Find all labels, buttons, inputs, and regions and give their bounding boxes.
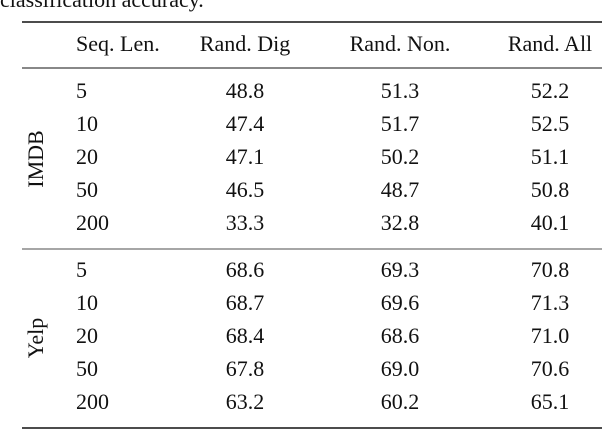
accuracy-cell: 52.2	[531, 78, 570, 103]
seq-len-cell: 20	[76, 323, 98, 348]
accuracy-cell: 33.3	[226, 210, 265, 235]
accuracy-cell: 46.5	[226, 177, 265, 202]
accuracy-cell: 50.2	[381, 144, 420, 169]
seq-len-cell: 5	[76, 257, 87, 282]
accuracy-cell: 68.4	[226, 323, 265, 348]
accuracy-cell: 51.1	[531, 144, 570, 169]
accuracy-cell: 40.1	[531, 210, 570, 235]
accuracy-cell: 50.8	[531, 177, 570, 202]
accuracy-cell: 71.0	[531, 323, 570, 348]
seq-len-cell: 10	[76, 111, 98, 136]
seq-len-cell: 20	[76, 144, 98, 169]
seq-len-cell: 10	[76, 290, 98, 315]
accuracy-cell: 67.8	[226, 356, 265, 381]
seq-len-cell: 50	[76, 356, 98, 381]
accuracy-cell: 70.8	[531, 257, 570, 282]
column-header: Seq. Len.	[76, 31, 160, 56]
accuracy-cell: 48.8	[226, 78, 265, 103]
accuracy-cell: 68.7	[226, 290, 265, 315]
accuracy-cell: 69.6	[381, 290, 420, 315]
seq-len-cell: 200	[76, 389, 109, 414]
accuracy-cell: 68.6	[381, 323, 420, 348]
accuracy-cell: 32.8	[381, 210, 420, 235]
accuracy-cell: 69.0	[381, 356, 420, 381]
accuracy-cell: 70.6	[531, 356, 570, 381]
accuracy-cell: 69.3	[381, 257, 420, 282]
accuracy-cell: 51.7	[381, 111, 420, 136]
accuracy-cell: 52.5	[531, 111, 570, 136]
accuracy-cell: 60.2	[381, 389, 420, 414]
accuracy-cell: 48.7	[381, 177, 420, 202]
accuracy-cell: 47.4	[226, 111, 265, 136]
seq-len-cell: 50	[76, 177, 98, 202]
accuracy-cell: 71.3	[531, 290, 570, 315]
accuracy-cell: 68.6	[226, 257, 265, 282]
column-header: Rand. Non.	[350, 31, 451, 56]
accuracy-cell: 47.1	[226, 144, 265, 169]
accuracy-cell: 65.1	[531, 389, 570, 414]
accuracy-cell: 63.2	[226, 389, 265, 414]
group-label: IMDB	[23, 130, 48, 187]
caption: classification accuracy.	[0, 0, 204, 12]
accuracy-cell: 51.3	[381, 78, 420, 103]
column-header: Rand. Dig	[200, 31, 290, 56]
group-label: Yelp	[23, 318, 48, 359]
column-header: Rand. All	[508, 31, 592, 56]
seq-len-cell: 200	[76, 210, 109, 235]
seq-len-cell: 5	[76, 78, 87, 103]
